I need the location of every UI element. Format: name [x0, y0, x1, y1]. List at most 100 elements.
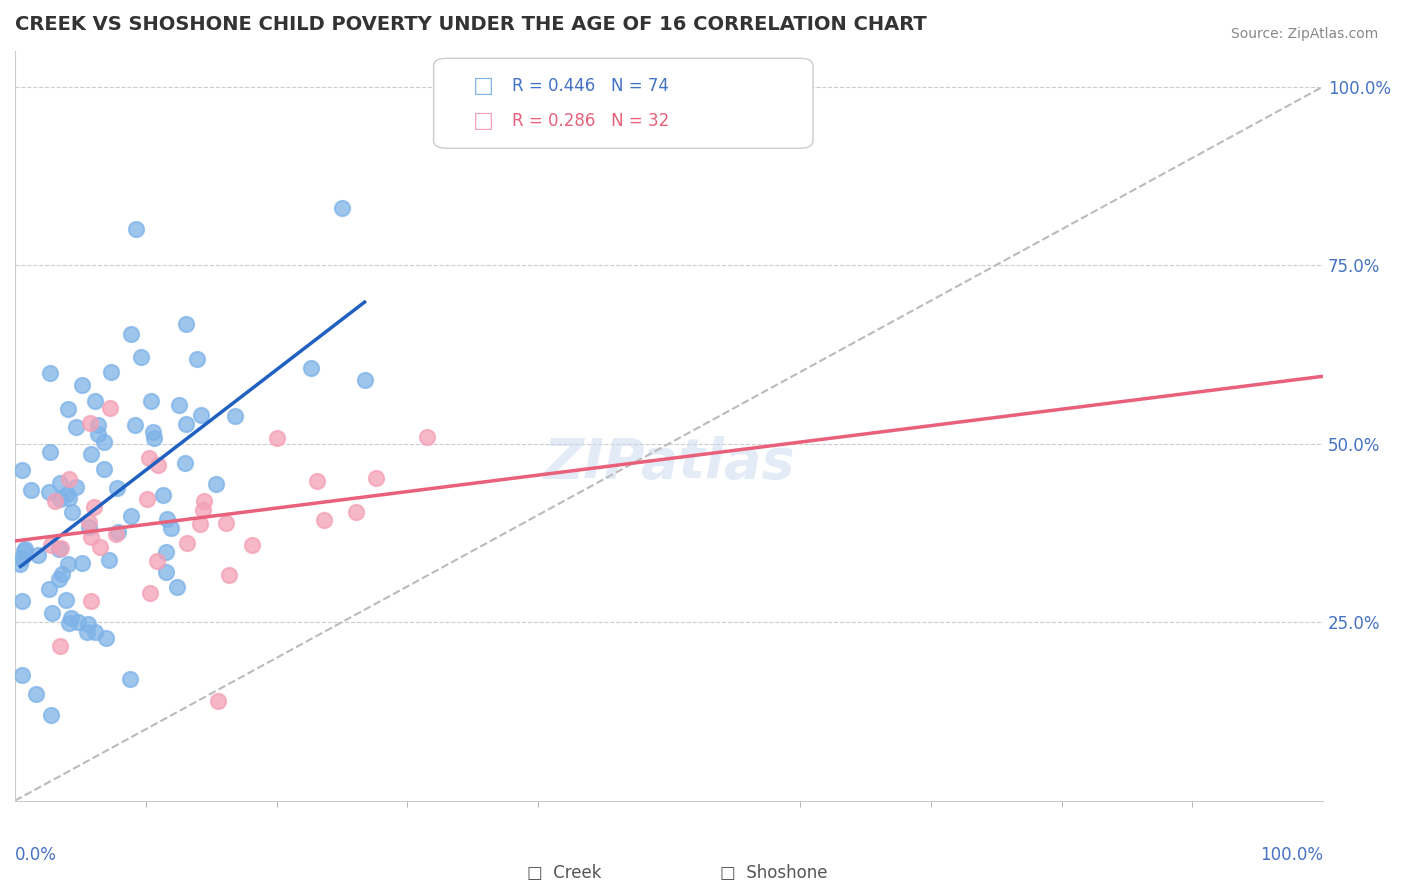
Point — [312, 513, 335, 527]
Text: ZIPatlas: ZIPatlas — [543, 436, 794, 491]
Point — [20, 483, 42, 497]
Point — [204, 476, 226, 491]
Point — [121, 327, 143, 342]
Point — [65, 420, 87, 434]
Point — [58, 616, 80, 631]
Point — [138, 450, 160, 465]
Point — [207, 693, 229, 707]
Point — [44, 493, 66, 508]
Point — [160, 521, 183, 535]
Point — [105, 481, 128, 495]
Point — [58, 402, 80, 417]
Point — [60, 505, 83, 519]
Text: R = 0.286   N = 32: R = 0.286 N = 32 — [512, 112, 669, 129]
Point — [58, 472, 80, 486]
Text: □  Shoshone: □ Shoshone — [720, 864, 828, 882]
Point — [79, 520, 101, 534]
Point — [93, 461, 115, 475]
Point — [87, 427, 110, 442]
Point — [224, 409, 246, 424]
Point — [218, 568, 240, 582]
Point — [353, 373, 375, 387]
Point — [366, 471, 388, 485]
Point — [155, 566, 177, 580]
Point — [152, 488, 174, 502]
Point — [55, 593, 77, 607]
Point — [38, 582, 60, 596]
Point — [97, 553, 120, 567]
Point — [11, 594, 34, 608]
Point — [215, 516, 238, 531]
Point — [13, 544, 35, 558]
Point — [100, 365, 122, 379]
Point — [136, 491, 159, 506]
Point — [66, 615, 89, 630]
Point — [193, 494, 215, 508]
Point — [72, 556, 94, 570]
Point — [48, 573, 70, 587]
Point — [76, 625, 98, 640]
Point — [124, 417, 146, 432]
Text: 0.0%: 0.0% — [15, 846, 56, 863]
Point — [79, 515, 101, 529]
Point — [98, 401, 121, 415]
Point — [56, 557, 79, 571]
Point — [39, 367, 62, 381]
Point — [191, 503, 214, 517]
Point — [60, 611, 83, 625]
FancyBboxPatch shape — [433, 58, 813, 148]
Point — [141, 425, 163, 439]
Point — [79, 530, 101, 544]
Point — [84, 625, 107, 640]
Point — [80, 447, 103, 461]
Point — [84, 394, 107, 409]
Point — [39, 707, 62, 722]
Point — [38, 484, 60, 499]
Point — [186, 351, 208, 366]
Point — [80, 594, 103, 608]
Point — [14, 542, 37, 557]
Point — [41, 606, 63, 620]
Point — [107, 525, 129, 540]
Point — [11, 551, 34, 566]
Point — [27, 548, 49, 562]
Point — [240, 538, 263, 552]
Point — [87, 417, 110, 432]
Point — [155, 545, 177, 559]
Point — [167, 398, 190, 412]
Point — [129, 350, 152, 364]
Point — [188, 516, 211, 531]
Text: □: □ — [472, 76, 494, 96]
Text: □  Creek: □ Creek — [527, 864, 602, 882]
Point — [11, 667, 34, 681]
Point — [79, 416, 101, 430]
Point — [56, 487, 79, 501]
Point — [83, 500, 105, 515]
Point — [146, 553, 169, 567]
Point — [156, 511, 179, 525]
Point — [141, 393, 163, 408]
Point — [415, 430, 437, 444]
Point — [174, 317, 197, 331]
Point — [299, 361, 322, 376]
Point — [344, 505, 367, 519]
Point — [174, 456, 197, 470]
Point — [58, 491, 80, 505]
Point — [176, 535, 198, 549]
Point — [70, 378, 93, 392]
Point — [41, 538, 63, 552]
Point — [118, 673, 141, 687]
Point — [48, 541, 70, 556]
Point — [76, 617, 98, 632]
Point — [51, 566, 73, 581]
Point — [94, 631, 117, 645]
Point — [148, 458, 170, 472]
Point — [190, 408, 212, 422]
Point — [174, 417, 197, 431]
Point — [10, 557, 32, 571]
Point — [49, 476, 72, 491]
Point — [89, 541, 111, 555]
Text: R = 0.446   N = 74: R = 0.446 N = 74 — [512, 77, 669, 95]
Text: Source: ZipAtlas.com: Source: ZipAtlas.com — [1230, 27, 1378, 41]
Point — [104, 526, 127, 541]
